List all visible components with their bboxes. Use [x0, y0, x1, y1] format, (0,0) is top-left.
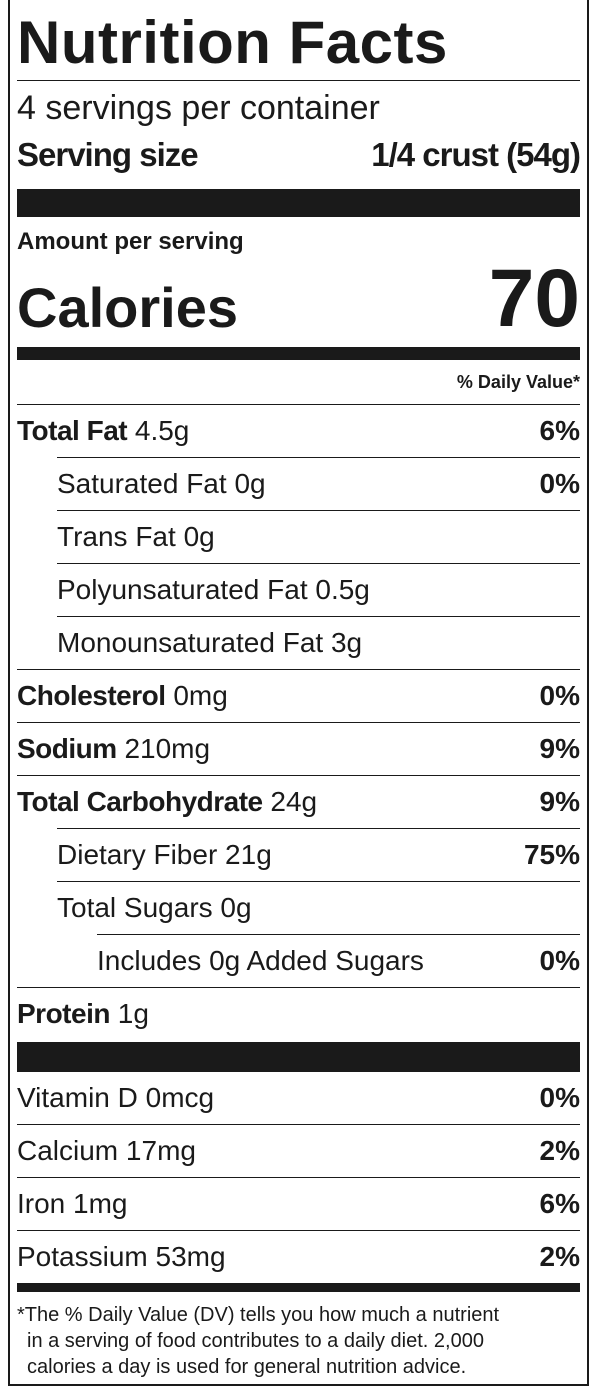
nutrient-row: Iron 1mg 6%: [17, 1177, 580, 1230]
daily-value: 9%: [539, 786, 580, 817]
nutrient-row: Cholesterol 0mg 0%: [17, 669, 580, 722]
amount-per-serving: Amount per serving: [17, 228, 244, 255]
nutrient: Monounsaturated Fat 3g: [57, 627, 362, 659]
calories: Calories 70: [17, 253, 580, 344]
nutrient-name: Saturated Fat: [57, 468, 227, 499]
nutrient: Includes 0g Added Sugars: [97, 945, 424, 977]
daily-value: 0%: [539, 468, 580, 499]
nutrient: Sodium 210mg: [17, 733, 210, 765]
nutrient-name: Monounsaturated Fat: [57, 627, 324, 658]
nutrient-amount: 0mg: [173, 680, 228, 711]
nutrient: Cholesterol 0mg: [17, 680, 228, 712]
nutrient-name: Iron: [17, 1188, 66, 1219]
nutrient-amount: 1g: [117, 998, 149, 1029]
nutrient: Calcium 17mg: [17, 1135, 196, 1167]
nutrient-amount: 0g: [183, 521, 215, 552]
nutrients: Total Fat 4.5g 6% Saturated Fat 0g 0% Trans …: [17, 404, 580, 1040]
rule: [17, 189, 580, 217]
nutrient-amount: 4.5g: [134, 415, 190, 446]
footnote: *The % Daily Value (DV) tells you how mu…: [17, 1302, 580, 1380]
nutrient: Trans Fat 0g: [57, 521, 215, 553]
daily-value: 9%: [539, 733, 580, 764]
nutrient-row: Dietary Fiber 21g 75%: [57, 828, 580, 881]
nutrient-amount: 24g: [270, 786, 318, 817]
nutrient: Total Fat 4.5g: [17, 415, 189, 447]
title: Nutrition Facts: [17, 9, 448, 76]
nutrient-name: Potassium: [17, 1241, 148, 1272]
nutrient-row: Protein 1g: [17, 987, 580, 1040]
nutrient-name: Vitamin D: [17, 1082, 138, 1113]
nutrient: Iron 1mg: [17, 1188, 128, 1220]
nutrient-row: Vitamin D 0mcg 0%: [17, 1072, 580, 1124]
daily-value: 75%: [523, 839, 580, 870]
nutrient-amount: 0g: [234, 468, 266, 499]
nutrient-amount: 53mg: [155, 1241, 226, 1272]
nutrient-row: Total Sugars 0g: [57, 881, 580, 934]
nutrition-label: Nutrition Facts 4 servings per container…: [8, 0, 589, 1386]
nutrient: Polyunsaturated Fat 0.5g: [57, 574, 370, 606]
footnote-line: calories a day is used for general nutri…: [27, 1356, 467, 1378]
nutrient-amount: 0mcg: [145, 1082, 215, 1113]
nutrient-name: Total Carbohydrate: [17, 786, 263, 817]
nutrient: Total Sugars 0g: [57, 892, 252, 924]
nutrient-row: Sodium 210mg 9%: [17, 722, 580, 775]
nutrient-amount: 21g: [225, 839, 272, 870]
serving-size-label: Serving size: [17, 136, 199, 173]
nutrient-row: Monounsaturated Fat 3g: [57, 616, 580, 669]
dv-header: % Daily Value*: [456, 372, 580, 392]
daily-value: 0%: [539, 1082, 580, 1113]
calories-value: 70: [488, 253, 580, 344]
rule: [17, 80, 580, 81]
nutrient-name: Cholesterol: [17, 680, 166, 711]
nutrient-name: Total Sugars: [57, 892, 213, 923]
rule: [17, 1042, 580, 1072]
nutrient-amount: 0.5g: [315, 574, 370, 605]
nutrient-row: Calcium 17mg 2%: [17, 1124, 580, 1177]
daily-value: 2%: [539, 1241, 580, 1272]
serving-size-value: 1/4 crust (54g): [371, 136, 581, 173]
nutrient-row: Polyunsaturated Fat 0.5g: [57, 563, 580, 616]
calories-label: Calories: [17, 276, 238, 339]
nutrient: Vitamin D 0mcg: [17, 1082, 214, 1114]
serving-size: Serving size 1/4 crust (54g): [17, 133, 581, 177]
nutrient: Protein 1g: [17, 998, 149, 1030]
nutrient-row: Saturated Fat 0g 0%: [57, 457, 580, 510]
nutrient-row: Includes 0g Added Sugars 0%: [97, 934, 580, 987]
nutrient-name: Calcium: [17, 1135, 119, 1166]
nutrient: Saturated Fat 0g: [57, 468, 266, 500]
nutrient-amount: 0g: [220, 892, 252, 923]
nutrient-row: Trans Fat 0g: [57, 510, 580, 563]
nutrient-name: Dietary Fiber: [57, 839, 218, 870]
vitamins: Vitamin D 0mcg 0% Calcium 17mg 2% Iron 1mg 6%…: [17, 1072, 580, 1283]
daily-value: 2%: [539, 1135, 580, 1166]
nutrient-name: Protein: [17, 998, 110, 1029]
nutrient-amount: 17mg: [125, 1135, 196, 1166]
nutrient-row: Potassium 53mg 2%: [17, 1230, 580, 1283]
daily-value: 0%: [539, 680, 580, 711]
daily-value: 0%: [539, 945, 580, 976]
nutrient-name: Sodium: [17, 733, 117, 764]
nutrient-name: Total Fat: [17, 415, 128, 446]
rule: [17, 1283, 580, 1292]
daily-value: 6%: [539, 415, 580, 446]
footnote-line: *The % Daily Value (DV) tells you how mu…: [17, 1304, 500, 1326]
rule: [17, 347, 580, 360]
servings: 4 servings per container: [17, 89, 380, 127]
daily-value: 6%: [539, 1188, 580, 1219]
nutrient-name: Includes 0g Added Sugars: [97, 945, 424, 976]
nutrient-amount: 210mg: [124, 733, 211, 764]
nutrient: Potassium 53mg: [17, 1241, 226, 1273]
nutrient: Dietary Fiber 21g: [57, 839, 272, 871]
nutrient-row: Total Fat 4.5g 6%: [17, 404, 580, 457]
footnote-line: in a serving of food contributes to a da…: [27, 1330, 484, 1352]
nutrient-amount: 3g: [330, 627, 363, 658]
nutrient-amount: 1mg: [73, 1188, 128, 1219]
nutrient-name: Trans Fat: [57, 521, 176, 552]
nutrient: Total Carbohydrate 24g: [17, 786, 317, 818]
nutrient-name: Polyunsaturated Fat: [57, 574, 308, 605]
nutrient-row: Total Carbohydrate 24g 9%: [17, 775, 580, 828]
